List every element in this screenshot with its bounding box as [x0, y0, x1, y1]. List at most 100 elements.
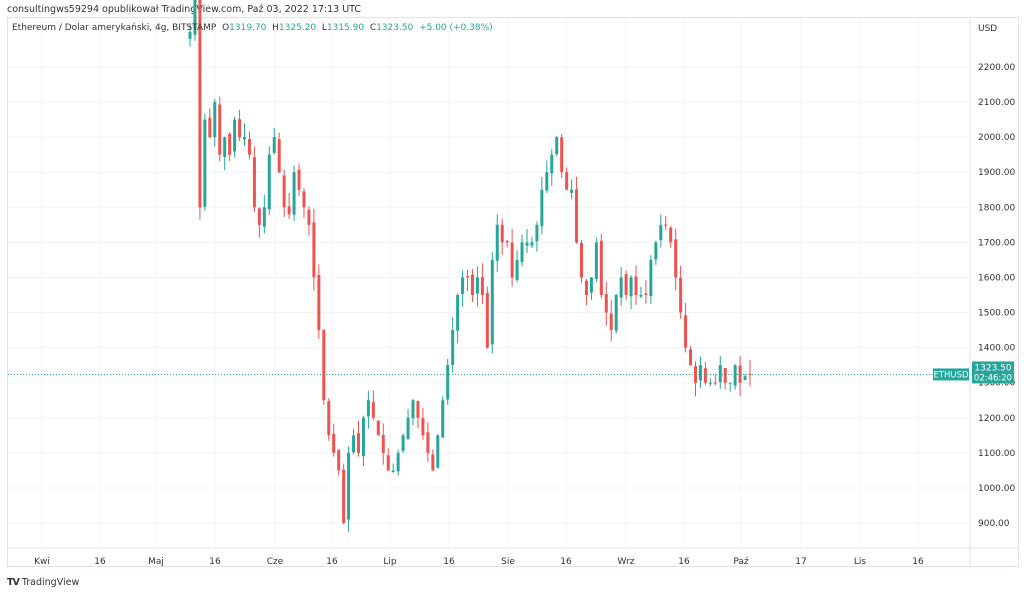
candle-body	[723, 368, 727, 383]
candle-body	[525, 242, 529, 246]
x-tick-label: 16	[678, 557, 690, 567]
candle-body	[535, 224, 539, 242]
low-label: L	[321, 23, 327, 33]
candle-body	[257, 208, 261, 225]
candle-body	[594, 242, 598, 280]
x-tick-label: 16	[209, 557, 221, 567]
candle-body	[575, 189, 579, 243]
open-label: O	[222, 23, 230, 33]
candle-body	[599, 240, 603, 295]
candle-body	[565, 172, 569, 190]
tv-logo-icon: TV	[7, 577, 20, 588]
candle-body	[540, 189, 544, 227]
candle-body	[515, 259, 519, 280]
y-tick-label: 2100.00	[978, 98, 1015, 108]
candle-body	[292, 172, 296, 215]
candle-body	[733, 365, 737, 386]
change-value: +5.00 (+0.38%)	[419, 23, 493, 33]
candle-body	[188, 31, 192, 39]
published-caption: consultingws59294 opublikował TradingVie…	[7, 4, 362, 15]
symbol-tag	[933, 368, 969, 381]
candle-body	[664, 224, 668, 226]
candle-body	[639, 295, 643, 297]
y-tick-label: 2000.00	[978, 133, 1015, 143]
candle-body	[218, 104, 222, 155]
candle-body	[208, 117, 212, 138]
candle-body	[247, 139, 251, 155]
candle-body	[436, 435, 440, 468]
candle-body	[238, 119, 242, 138]
candle-body	[228, 133, 232, 155]
candle-body	[480, 277, 484, 295]
candle-body	[277, 139, 281, 173]
candle-body	[500, 224, 504, 243]
last-price-label: 1323.50	[974, 363, 1011, 373]
candle-body	[510, 242, 514, 278]
candle-body	[426, 432, 430, 453]
y-tick-label: 1300.00	[978, 379, 1015, 389]
candle-body	[337, 449, 341, 471]
candle-body	[287, 206, 291, 215]
candle-body	[262, 207, 266, 227]
candle-body	[401, 435, 405, 451]
candle-body	[317, 274, 321, 331]
y-tick-label: 1100.00	[978, 449, 1015, 459]
candle-body	[495, 224, 499, 261]
candle-body	[584, 280, 588, 295]
x-tick-label: Kwi	[34, 557, 50, 567]
candle-body	[332, 434, 336, 453]
candle-body	[193, 0, 197, 35]
tradingview-logo[interactable]: TV TradingView	[7, 577, 79, 588]
candle-body	[381, 435, 385, 453]
candle-body	[684, 315, 688, 348]
candle-body	[530, 242, 534, 246]
candle-body	[708, 382, 712, 384]
candle-body	[466, 276, 470, 278]
y-tick-label: 1800.00	[978, 203, 1015, 213]
candle-body	[451, 330, 455, 365]
currency-label: USD	[978, 24, 997, 34]
y-tick-label: 900.00	[978, 519, 1010, 529]
x-tick-label: 16	[912, 557, 924, 567]
x-tick-label: Maj	[148, 557, 164, 567]
symbol-legend: Ethereum / Dolar amerykański, 4g, BITSTA…	[12, 23, 493, 33]
candle-body	[475, 277, 479, 294]
candle-body	[703, 368, 707, 383]
symbol-name: Ethereum / Dolar amerykański, 4g, BITSTA…	[12, 23, 217, 33]
candle-body	[347, 452, 351, 520]
candle-body	[669, 227, 673, 243]
chart-frame[interactable]	[7, 17, 1019, 567]
candle-body	[505, 240, 509, 243]
candle-body	[728, 382, 732, 384]
close-value: 1323.50	[376, 23, 414, 33]
candle-body	[659, 224, 663, 241]
candle-body	[520, 242, 524, 263]
candle-body	[689, 349, 693, 366]
candle-body	[371, 402, 375, 418]
candle-body	[421, 418, 425, 436]
candle-body	[461, 277, 465, 294]
logo-text: TradingView	[21, 577, 80, 588]
x-tick-label: Lip	[383, 557, 397, 567]
candle-body	[550, 154, 554, 174]
x-tick-label: Cze	[267, 557, 284, 567]
low-value: 1315.90	[326, 23, 365, 33]
y-tick-label: 1500.00	[978, 309, 1015, 319]
candle-body	[302, 191, 306, 208]
candle-body	[327, 401, 331, 436]
candle-body	[352, 435, 356, 453]
candle-body	[713, 382, 717, 384]
candle-body	[376, 421, 380, 436]
y-tick-label: 2200.00	[978, 63, 1015, 73]
candle-body	[470, 274, 474, 295]
close-label: C	[369, 23, 377, 33]
candle-body	[406, 417, 410, 439]
candle-body	[213, 102, 217, 138]
y-tick-label: 1700.00	[978, 238, 1015, 248]
candle-body	[654, 242, 658, 260]
candle-body	[634, 276, 638, 295]
open-value: 1319.70	[229, 23, 267, 33]
y-tick-label: 1600.00	[978, 273, 1015, 283]
candle-body	[490, 259, 494, 345]
